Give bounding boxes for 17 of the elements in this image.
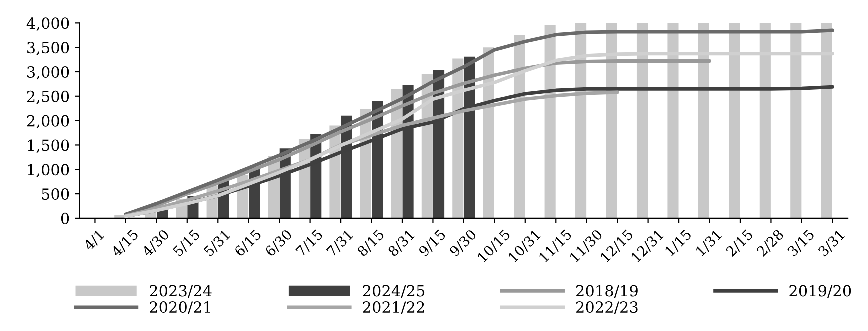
y-tick-label: 1,000 xyxy=(28,164,70,178)
legend-label: 2018/19 xyxy=(576,285,638,298)
y-tick-label: 2,000 xyxy=(27,115,70,129)
y-tick-label: 4,000 xyxy=(26,18,70,32)
legend-label: 2019/20 xyxy=(790,285,852,298)
y-tick-label: 500 xyxy=(42,188,70,200)
legend-label: 2022/23 xyxy=(576,302,638,314)
y-tick-label: 0 xyxy=(61,212,70,224)
legend-label: 2024/25 xyxy=(363,285,425,298)
legend-label: 2021/22 xyxy=(363,302,424,314)
legend-label: 2023/24 xyxy=(150,285,212,298)
y-tick-label: 2,500 xyxy=(27,90,70,104)
x-tick-label: 4/1 xyxy=(83,230,106,252)
y-tick-label: 3,000 xyxy=(28,66,70,80)
y-tick-label: 3,500 xyxy=(28,42,70,56)
legend-label: 2020/21 xyxy=(150,302,210,314)
y-tick-label: 1,500 xyxy=(28,140,70,154)
